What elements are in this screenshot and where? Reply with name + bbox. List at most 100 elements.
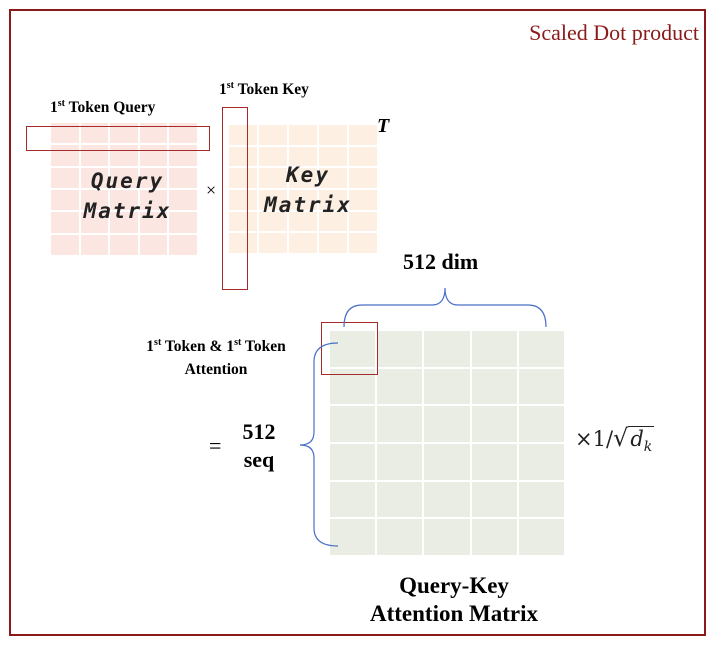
attention-label-sup2: st [234,337,242,348]
attention-matrix-cell [423,330,471,368]
attention-matrix-cell [423,443,471,481]
attention-matrix-cell [376,367,424,406]
key-matrix-cell [348,188,378,211]
query-matrix-cell [50,211,80,234]
attention-matrix-cell [329,518,377,556]
key-matrix-line1: Key [286,163,330,187]
key-label-sup: st [226,80,234,91]
key-matrix-cell [348,210,378,233]
key-label-suffix: Token Key [233,81,309,99]
attention-matrix-cell [329,405,377,443]
query-matrix-cell [109,122,139,145]
query-matrix-cell [79,189,110,212]
attention-matrix-cell [470,367,518,406]
attention-matrix-cell [329,330,377,368]
key-matrix-cell [228,167,258,189]
attention-matrix-cell [329,367,377,406]
attention-matrix-cell [376,480,424,519]
attention-cell-label: 1st Token & 1st Token Attention [112,331,320,381]
attention-matrix-cell [376,330,424,368]
query-matrix-cell [168,233,198,256]
transpose-symbol: T [377,115,390,137]
query-matrix-grid [50,122,198,256]
key-matrix-cell [318,124,348,146]
query-matrix-cell [138,211,169,234]
key-column-highlight [222,107,248,290]
attention-matrix-cell [423,405,471,443]
diagram-title: Scaled Dot product [529,20,699,45]
query-matrix-cell [79,122,110,145]
key-matrix-cell [258,232,288,254]
query-matrix-cell [168,122,198,145]
query-matrix-cell [168,189,198,212]
attention-matrix-grid [329,330,565,556]
attention-label-sup1: st [154,337,162,348]
attention-matrix-cell [470,518,518,556]
query-label-sup: st [57,98,65,109]
query-label-suffix: Token Query [64,99,156,117]
equals-symbol: = [209,433,222,458]
query-matrix-cell [50,144,80,167]
key-matrix-cell [348,167,378,189]
attention-matrix-cell [329,443,377,481]
attention-label-line2: Attention [184,361,248,379]
query-token-label: 1st Token Query [50,98,155,117]
key-matrix-cell [228,145,258,168]
attention-matrix-cell [470,330,518,368]
query-matrix-cell [168,211,198,234]
query-matrix-cell [109,189,139,212]
attention-matrix-cell [423,518,471,556]
attention-matrix-cell [517,480,565,519]
attention-matrix-cell [470,480,518,519]
query-matrix-text: Query Matrix [50,166,205,226]
key-matrix-cell [348,232,378,254]
attention-matrix-cell [517,330,565,368]
key-matrix-cell [318,232,348,254]
attention-label-line1: 1st Token & 1st Token [112,331,320,358]
attention-cell-highlight [321,322,378,375]
query-matrix-cell [50,122,80,145]
seq-label: 512 seq [238,418,280,474]
key-matrix-cell [348,124,378,146]
query-matrix-cell [138,166,169,189]
result-label-line1: Query-Key [399,573,509,598]
result-label: Query-Key Attention Matrix [344,572,564,628]
attention-matrix-cell [517,443,565,481]
key-matrix-cell [258,188,288,211]
attention-matrix-cell [376,518,424,556]
seq-label-line1: 512 [242,419,276,444]
key-matrix-cell [288,232,318,254]
key-matrix-cell [348,145,378,168]
query-matrix-cell [168,144,198,167]
scale-factor: ×1/√dk [575,424,655,455]
attention-label-part3: Token [241,338,286,356]
key-matrix-cell [258,210,288,233]
query-matrix-line2: Matrix [83,199,172,223]
query-matrix-line1: Query [90,169,165,193]
query-matrix-cell [79,144,110,167]
key-matrix-cell [318,145,348,168]
attention-matrix-cell [329,480,377,519]
query-matrix-cell [138,233,169,256]
attention-matrix-cell [376,443,424,481]
attention-matrix-cell [376,405,424,443]
key-matrix-cell [288,188,318,211]
key-matrix-cell [228,210,258,233]
result-label-line2: Attention Matrix [370,601,538,626]
key-matrix-cell [288,124,318,146]
attention-matrix-cell [423,367,471,406]
key-matrix-cell [228,124,258,146]
dim-brace [343,287,547,328]
key-matrix-text: Key Matrix [233,160,383,220]
query-matrix-cell [109,144,139,167]
sqrt-argument: dk [628,426,655,455]
scale-var: d [630,427,644,451]
seq-brace [299,342,339,547]
scale-prefix: ×1/ [575,427,614,451]
key-matrix-cell [258,145,288,168]
key-matrix-cell [228,188,258,211]
query-matrix-cell [79,166,110,189]
query-matrix-cell [168,166,198,189]
query-matrix-cell [138,122,169,145]
key-token-label: 1st Token Key [219,80,309,99]
